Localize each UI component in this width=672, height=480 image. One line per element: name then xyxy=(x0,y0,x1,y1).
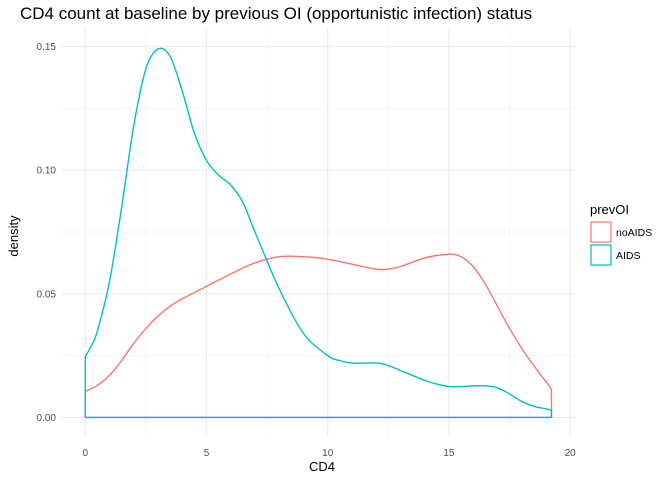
legend-title: prevOI xyxy=(590,202,629,217)
x-tick-label: 5 xyxy=(204,448,210,459)
legend: prevOI noAIDS AIDS xyxy=(590,202,652,266)
x-tick-label: 15 xyxy=(443,448,455,459)
legend-label: AIDS xyxy=(616,250,641,262)
x-axis-title: CD4 xyxy=(309,459,335,474)
density-curve-aids xyxy=(84,47,553,419)
chart-title: CD4 count at baseline by previous OI (op… xyxy=(20,4,533,23)
series-layer xyxy=(84,47,553,419)
legend-label: noAIDS xyxy=(616,227,652,239)
x-tick-label: 0 xyxy=(82,448,88,459)
y-tick-label: 0.05 xyxy=(37,289,57,300)
density-curve-noaids xyxy=(84,253,553,419)
y-tick-label: 0.10 xyxy=(37,166,57,177)
y-tick-label: 0.00 xyxy=(37,413,57,424)
x-tick-label: 10 xyxy=(322,448,334,459)
x-axis-ticks: 0 5 10 15 20 xyxy=(82,448,576,459)
legend-key-noaids xyxy=(590,221,612,243)
x-tick-label: 20 xyxy=(565,448,577,459)
y-tick-label: 0.15 xyxy=(37,42,57,53)
y-axis-ticks: 0.00 0.05 0.10 0.15 xyxy=(37,42,57,424)
grid-lines xyxy=(62,28,575,436)
y-axis-title: density xyxy=(6,215,21,257)
legend-key-aids xyxy=(590,244,612,266)
